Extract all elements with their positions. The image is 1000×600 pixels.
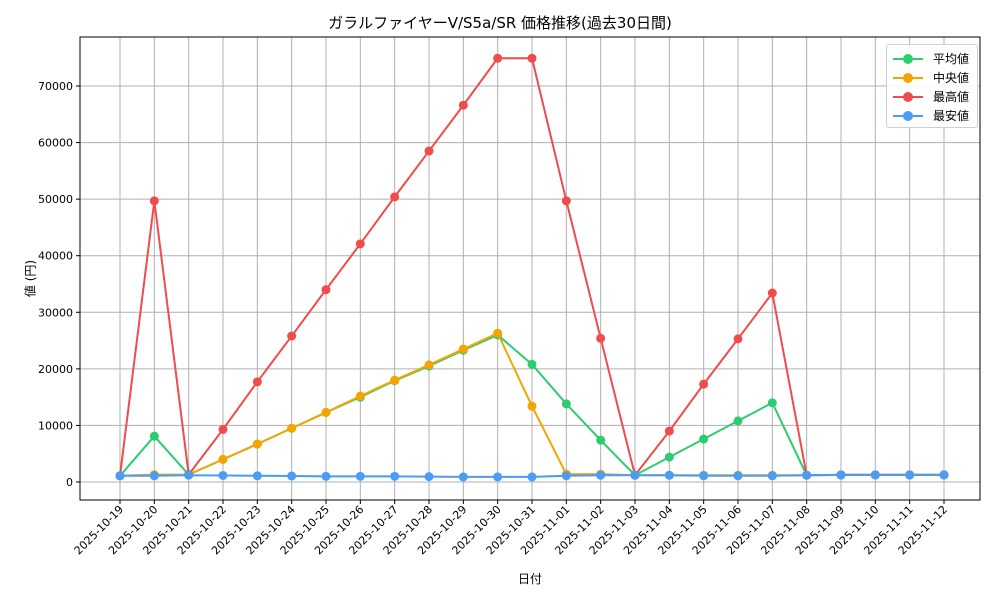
data-point bbox=[252, 471, 262, 481]
data-point bbox=[699, 379, 709, 389]
data-point bbox=[596, 470, 606, 480]
data-point bbox=[767, 398, 777, 408]
data-point bbox=[424, 360, 434, 370]
data-point bbox=[390, 471, 400, 481]
data-point bbox=[458, 100, 468, 110]
data-point bbox=[424, 146, 434, 156]
y-axis-label: 値 (円) bbox=[23, 259, 38, 298]
plot-frame bbox=[79, 36, 981, 501]
legend-item-average: 平均値 bbox=[893, 49, 977, 68]
legend-item-min: 最安値 bbox=[893, 106, 977, 125]
y-tick-label: 40000 bbox=[38, 250, 73, 263]
legend-label: 平均値 bbox=[933, 52, 970, 66]
data-point bbox=[630, 470, 640, 480]
data-point bbox=[733, 334, 743, 344]
data-point bbox=[355, 471, 365, 481]
legend-item-max: 最高値 bbox=[893, 87, 977, 106]
data-point bbox=[115, 471, 125, 481]
data-point bbox=[424, 472, 434, 482]
data-point bbox=[218, 454, 228, 464]
data-point bbox=[149, 196, 159, 206]
data-point bbox=[321, 471, 331, 481]
data-point bbox=[870, 470, 880, 480]
data-point bbox=[767, 288, 777, 298]
legend-marker-icon bbox=[893, 72, 923, 84]
data-point bbox=[390, 375, 400, 385]
data-point bbox=[939, 470, 949, 480]
data-point bbox=[321, 285, 331, 295]
data-point bbox=[905, 470, 915, 480]
data-point bbox=[493, 53, 503, 63]
data-point bbox=[355, 391, 365, 401]
data-point bbox=[321, 407, 331, 417]
y-tick-label: 20000 bbox=[38, 363, 73, 376]
legend-marker-icon bbox=[893, 110, 923, 122]
legend-marker-icon bbox=[893, 91, 923, 103]
data-point bbox=[252, 377, 262, 387]
data-point bbox=[458, 472, 468, 482]
data-point bbox=[390, 192, 400, 202]
data-point bbox=[287, 471, 297, 481]
data-point bbox=[458, 344, 468, 354]
y-tick-label: 60000 bbox=[38, 137, 73, 150]
data-point bbox=[218, 424, 228, 434]
data-point bbox=[527, 401, 537, 411]
x-axis-label: 日付 bbox=[517, 572, 542, 586]
y-tick-label: 50000 bbox=[38, 193, 73, 206]
data-point bbox=[287, 331, 297, 341]
data-point bbox=[184, 470, 194, 480]
legend-label: 最安値 bbox=[933, 109, 970, 123]
data-point bbox=[527, 472, 537, 482]
data-point bbox=[733, 416, 743, 426]
data-point bbox=[596, 333, 606, 343]
chart-legend: 平均値 中央値 最高値 最安値 bbox=[886, 44, 978, 128]
data-point bbox=[561, 196, 571, 206]
data-point bbox=[149, 471, 159, 481]
data-point bbox=[767, 471, 777, 481]
data-point bbox=[287, 423, 297, 433]
data-point bbox=[561, 399, 571, 409]
data-point bbox=[802, 470, 812, 480]
chart-title: ガラルファイヤーV/S5a/SR 価格推移(過去30日間) bbox=[328, 14, 672, 32]
data-point bbox=[218, 470, 228, 480]
y-tick-label: 70000 bbox=[38, 80, 73, 93]
y-tick-label: 10000 bbox=[38, 419, 73, 432]
series-最安値 bbox=[115, 470, 949, 482]
data-point bbox=[733, 471, 743, 481]
legend-label: 最高値 bbox=[933, 90, 970, 104]
data-point bbox=[664, 452, 674, 462]
data-point bbox=[664, 426, 674, 436]
data-point bbox=[355, 239, 365, 249]
data-point bbox=[561, 471, 571, 481]
data-point bbox=[527, 359, 537, 369]
data-point bbox=[596, 435, 606, 445]
y-tick-label: 30000 bbox=[38, 306, 73, 319]
y-tick-label: 0 bbox=[66, 476, 73, 489]
data-point bbox=[149, 431, 159, 441]
data-point bbox=[527, 53, 537, 63]
data-point bbox=[836, 470, 846, 480]
legend-marker-icon bbox=[893, 53, 923, 65]
data-point bbox=[493, 328, 503, 338]
data-point bbox=[493, 472, 503, 482]
data-point bbox=[699, 434, 709, 444]
data-point bbox=[699, 471, 709, 481]
data-point bbox=[252, 439, 262, 449]
data-point bbox=[664, 470, 674, 480]
legend-item-median: 中央値 bbox=[893, 68, 977, 87]
legend-label: 中央値 bbox=[933, 71, 970, 85]
